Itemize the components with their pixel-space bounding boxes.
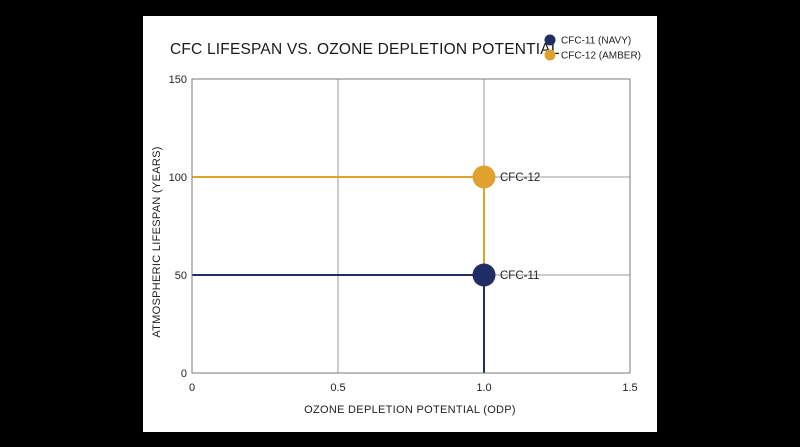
chart-card: CFC LIFESPAN VS. OZONE DEPLETION POTENTI…: [143, 16, 657, 432]
legend-entry: CFC-12 (AMBER): [561, 51, 641, 62]
x-axis-label: OZONE DEPLETION POTENTIAL (ODP): [304, 404, 516, 416]
y-axis-ticks: 0 50 100 150: [169, 74, 187, 380]
scatter-chart: CFC LIFESPAN VS. OZONE DEPLETION POTENTI…: [151, 34, 641, 416]
x-tick-label: 1.0: [476, 382, 491, 394]
y-tick-label: 50: [175, 270, 187, 282]
data-point-label: CFC-12: [500, 172, 540, 184]
legend-marker: [544, 49, 556, 61]
y-tick-label: 0: [181, 368, 187, 380]
y-tick-label: 150: [169, 74, 187, 86]
x-axis-ticks: 0 0.5 1.0 1.5: [189, 382, 638, 394]
x-tick-label: 1.5: [622, 382, 637, 394]
y-tick-label: 100: [169, 172, 187, 184]
chart-title: CFC LIFESPAN VS. OZONE DEPLETION POTENTI…: [170, 41, 560, 58]
data-point: [472, 165, 496, 189]
plot-frame: [191, 78, 631, 374]
x-tick-label: 0.5: [330, 382, 345, 394]
data-point: [472, 263, 496, 287]
x-tick-label: 0: [189, 382, 195, 394]
grid-lines: [191, 78, 631, 374]
data-points: CFC-11 CFC-12: [472, 165, 540, 287]
y-axis-label: ATMOSPHERIC LIFESPAN (YEARS): [151, 146, 163, 337]
legend-entry: CFC-11 (NAVY): [561, 36, 631, 47]
legend-marker: [544, 34, 556, 46]
data-point-label: CFC-11: [500, 270, 539, 282]
guide-lines: [192, 176, 485, 373]
legend: CFC-11 (NAVY) CFC-12 (AMBER): [544, 34, 641, 62]
